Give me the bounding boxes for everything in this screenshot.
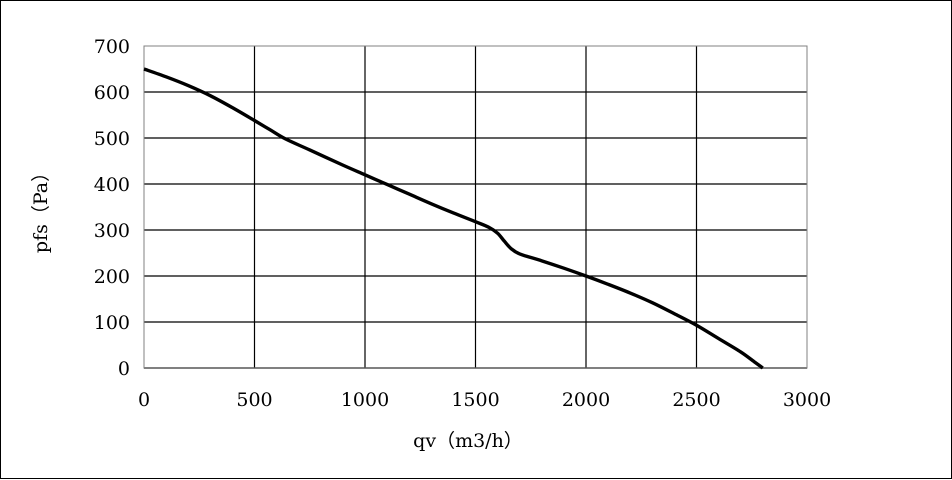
x-tick-labels: 0 500 1000 1500 2000 2500 3000 [138,389,831,411]
y-tick-label: 400 [94,174,130,196]
y-tick-label: 500 [94,128,130,150]
series-line [143,67,764,370]
x-tick-label: 2000 [562,389,610,411]
series-layer [143,67,764,370]
y-axis-title: pfs（Pa） [30,163,52,253]
x-tick-label: 500 [236,389,272,411]
x-tick-label: 0 [138,389,150,411]
y-tick-labels: 0 100 200 300 400 500 600 700 [94,36,130,380]
x-tick-label: 1000 [341,389,389,411]
x-tick-label: 2500 [672,389,720,411]
y-tick-label: 100 [94,312,130,334]
x-tick-label: 1500 [451,389,499,411]
x-axis-title: qv（m3/h） [413,430,523,452]
y-tick-label: 600 [94,82,130,104]
y-tick-label: 0 [118,358,130,380]
x-tick-label: 3000 [783,389,831,411]
grid [144,46,807,369]
y-tick-label: 700 [94,36,130,58]
y-tick-label: 300 [94,220,130,242]
plot-area-border [143,45,808,369]
y-tick-label: 200 [94,266,130,288]
